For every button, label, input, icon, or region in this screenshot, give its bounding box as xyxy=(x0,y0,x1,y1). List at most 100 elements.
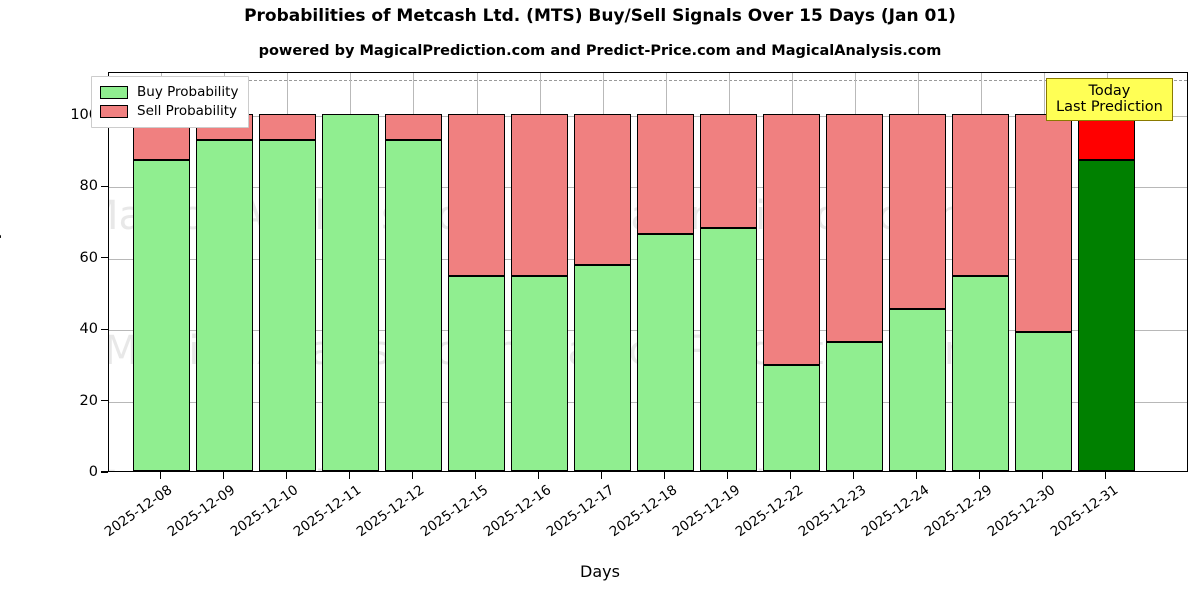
bar-segment-sell[interactable] xyxy=(889,113,947,310)
bar-segment-buy[interactable] xyxy=(763,365,821,471)
x-axis-tick-label: 2025-12-30 xyxy=(984,482,1058,541)
x-axis-title: Days xyxy=(580,562,620,581)
x-axis-tick-label: 2025-12-15 xyxy=(417,482,491,541)
x-axis-tick-label: 2025-12-22 xyxy=(732,482,806,541)
bar-group[interactable] xyxy=(1015,73,1073,471)
bar-group[interactable] xyxy=(574,73,632,471)
bar-group[interactable] xyxy=(384,73,442,471)
bar-segment-buy[interactable] xyxy=(447,276,505,471)
x-axis-tick xyxy=(978,472,981,479)
legend-swatch-sell-icon xyxy=(100,105,128,118)
bar-segment-buy[interactable] xyxy=(574,264,632,471)
x-axis-tick-label: 2025-12-12 xyxy=(354,482,428,541)
bar-group[interactable] xyxy=(258,73,316,471)
reference-line xyxy=(109,80,1187,82)
x-axis-tick xyxy=(537,472,540,479)
x-axis-tick xyxy=(159,472,162,479)
bar-segment-buy[interactable] xyxy=(511,276,569,471)
x-axis-tick xyxy=(852,472,855,479)
x-axis-tick xyxy=(915,472,918,479)
today-annotation-line1: Today xyxy=(1088,83,1131,99)
today-annotation: Today Last Prediction xyxy=(1046,78,1173,122)
bar-segment-sell[interactable] xyxy=(574,113,632,265)
legend-swatch-buy-icon xyxy=(100,86,128,99)
y-axis-tick xyxy=(101,399,108,402)
bar-segment-buy[interactable] xyxy=(1078,160,1136,471)
bar-group[interactable] xyxy=(637,73,695,471)
y-axis-title: Probability xyxy=(0,230,2,315)
x-axis-tick-label: 2025-12-08 xyxy=(102,482,176,541)
bar-segment-buy[interactable] xyxy=(826,342,884,471)
x-axis-tick-label: 2025-12-17 xyxy=(543,482,617,541)
legend-item-sell: Sell Probability xyxy=(100,102,238,121)
bar-segment-buy[interactable] xyxy=(195,139,253,471)
y-axis-tick xyxy=(101,328,108,330)
legend-label-buy: Buy Probability xyxy=(137,83,239,100)
y-axis-tick xyxy=(101,257,108,259)
y-axis-tick-label: 60 xyxy=(79,249,98,266)
y-axis-tick-label: 40 xyxy=(79,321,98,338)
y-axis-tick-label: 20 xyxy=(79,392,98,409)
x-axis-tick-label: 2025-12-29 xyxy=(921,482,995,541)
bar-group[interactable] xyxy=(763,73,821,471)
bar-segment-buy[interactable] xyxy=(384,139,442,471)
bar-group[interactable] xyxy=(1078,73,1136,471)
bar-group[interactable] xyxy=(889,73,947,471)
x-axis-tick-label: 2025-12-31 xyxy=(1047,482,1121,541)
bar-segment-buy[interactable] xyxy=(321,113,379,471)
x-axis-tick-label: 2025-12-19 xyxy=(669,482,743,541)
bar-group[interactable] xyxy=(195,73,253,471)
bar-group[interactable] xyxy=(700,73,758,471)
x-axis-tick xyxy=(474,472,477,479)
bar-segment-sell[interactable] xyxy=(763,113,821,366)
bar-segment-sell[interactable] xyxy=(384,113,442,140)
bar-segment-sell[interactable] xyxy=(1078,113,1136,161)
x-axis-tick xyxy=(348,472,351,479)
bar-segment-sell[interactable] xyxy=(258,113,316,140)
bar-segment-buy[interactable] xyxy=(700,228,758,471)
plot-inner: MagicalAnalysis.com MagicalPrediction.co… xyxy=(109,73,1187,471)
y-axis-tick xyxy=(101,471,108,473)
bar-segment-buy[interactable] xyxy=(132,160,190,471)
y-axis-tick-label: 0 xyxy=(88,464,98,480)
bar-segment-buy[interactable] xyxy=(258,139,316,471)
bar-segment-sell[interactable] xyxy=(952,113,1010,277)
x-axis-tick-label: 2025-12-23 xyxy=(795,482,869,541)
plot-area: MagicalAnalysis.com MagicalPrediction.co… xyxy=(108,72,1188,472)
x-axis-tick xyxy=(663,472,666,479)
bar-segment-sell[interactable] xyxy=(447,113,505,277)
y-axis-tick-label: 80 xyxy=(79,178,98,195)
bar-segment-buy[interactable] xyxy=(889,309,947,471)
x-axis-tick xyxy=(411,472,414,479)
x-axis-tick xyxy=(789,472,792,479)
bar-group[interactable] xyxy=(447,73,505,471)
bar-group[interactable] xyxy=(826,73,884,471)
bar-segment-buy[interactable] xyxy=(952,276,1010,471)
bar-segment-buy[interactable] xyxy=(1015,331,1073,471)
x-axis-tick xyxy=(726,472,729,479)
x-axis-tick-label: 2025-12-11 xyxy=(291,482,365,541)
x-axis-tick-label: 2025-12-16 xyxy=(480,482,554,541)
y-axis-tick xyxy=(101,185,108,187)
x-axis-tick-label: 2025-12-09 xyxy=(165,482,239,541)
bar-group[interactable] xyxy=(321,73,379,471)
bar-group[interactable] xyxy=(511,73,569,471)
bar-group[interactable] xyxy=(952,73,1010,471)
legend-label-sell: Sell Probability xyxy=(137,102,238,119)
chart-title: Probabilities of Metcash Ltd. (MTS) Buy/… xyxy=(244,6,956,26)
bar-segment-sell[interactable] xyxy=(826,113,884,343)
x-axis-tick-label: 2025-12-10 xyxy=(228,482,302,541)
x-axis-tick xyxy=(285,472,288,479)
bar-segment-sell[interactable] xyxy=(511,113,569,277)
chart-subtitle: powered by MagicalPrediction.com and Pre… xyxy=(258,43,942,59)
bar-segment-sell[interactable] xyxy=(1015,113,1073,332)
x-axis-tick xyxy=(222,472,225,479)
bar-group[interactable] xyxy=(132,73,190,471)
bar-segment-sell[interactable] xyxy=(637,113,695,234)
bar-segment-sell[interactable] xyxy=(700,113,758,229)
bar-segment-buy[interactable] xyxy=(637,233,695,471)
chart-legend: Buy Probability Sell Probability xyxy=(91,76,250,128)
today-annotation-line2: Last Prediction xyxy=(1056,99,1163,116)
x-axis-tick xyxy=(600,472,603,479)
